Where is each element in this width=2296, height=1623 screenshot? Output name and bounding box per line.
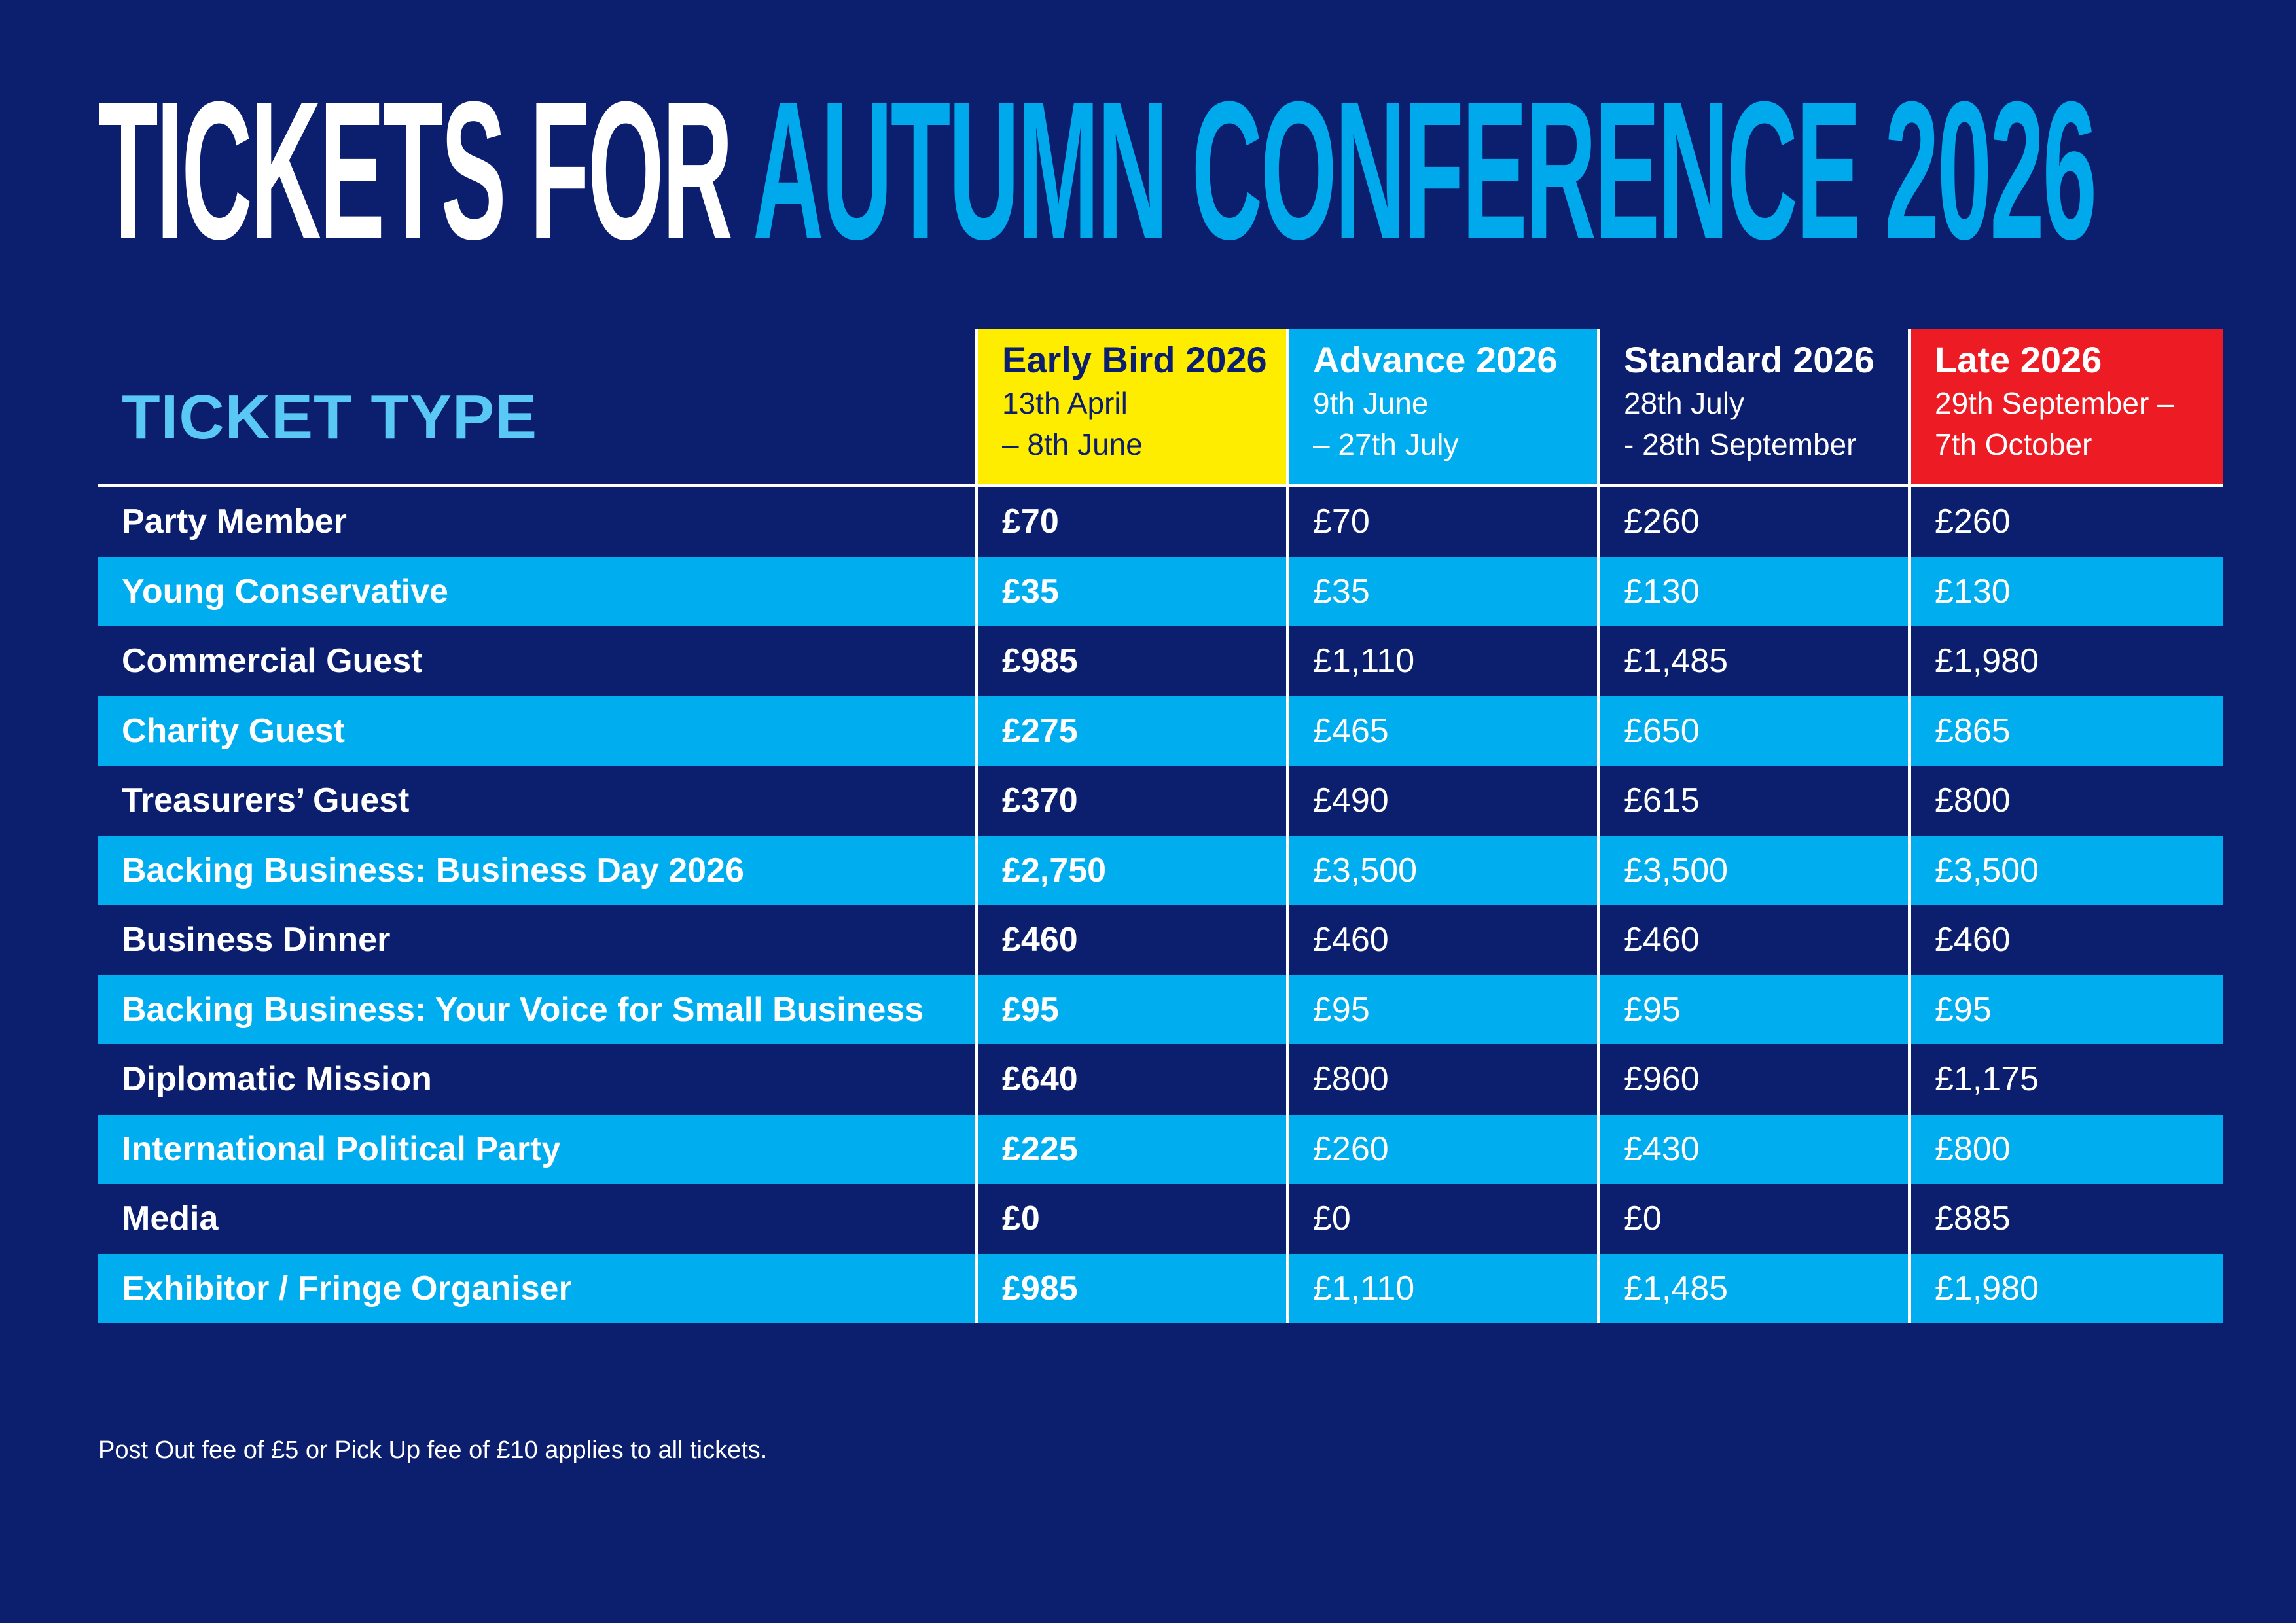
price-cell: £95 xyxy=(975,974,1286,1044)
column-date-line: - 28th September xyxy=(1624,427,1857,461)
ticket-price-table: TICKET TYPE Early Bird 2026 13th April – 8… xyxy=(98,329,2223,1323)
column-date-line: 9th June xyxy=(1313,386,1429,420)
price-cell: £1,485 xyxy=(1597,1253,1908,1323)
price-cell: £0 xyxy=(975,1184,1286,1254)
table-row: Backing Business: Business Day 2026 £2,75… xyxy=(98,835,2223,905)
price-cell: £800 xyxy=(1908,766,2223,836)
price-cell: £1,110 xyxy=(1286,626,1597,696)
column-date-line: 29th September – xyxy=(1935,386,2174,420)
price-cell: £35 xyxy=(1286,556,1597,626)
table-row: Backing Business: Your Voice for Small B… xyxy=(98,974,2223,1044)
price-cell: £1,175 xyxy=(1908,1044,2223,1115)
column-header-2: Standard 2026 28th July - 28th September xyxy=(1597,329,1908,484)
price-cell: £985 xyxy=(975,626,1286,696)
column-date-line: 7th October xyxy=(1935,427,2092,461)
title-part-blue: AUTUMN CONFERENCE 2026 xyxy=(753,60,2097,280)
price-cell: £130 xyxy=(1908,556,2223,626)
price-cell: £70 xyxy=(975,487,1286,557)
ticket-type-label: Treasurers’ Guest xyxy=(122,781,410,819)
ticket-type-label: Backing Business: Business Day 2026 xyxy=(122,851,744,889)
price-cell: £95 xyxy=(1908,974,2223,1044)
column-dates: 28th July - 28th September xyxy=(1624,383,1908,465)
ticket-type-label: Diplomatic Mission xyxy=(122,1060,432,1098)
column-dates: 29th September – 7th October xyxy=(1935,383,2223,465)
column-header-3: Late 2026 29th September – 7th October xyxy=(1908,329,2223,484)
column-title: Standard 2026 xyxy=(1624,339,1874,380)
price-cell: £0 xyxy=(1597,1184,1908,1254)
price-cell: £260 xyxy=(1286,1114,1597,1184)
price-cell: £865 xyxy=(1908,696,2223,766)
table-row: Exhibitor / Fringe Organiser £985 £1,110 £1… xyxy=(98,1253,2223,1323)
price-cell: £430 xyxy=(1597,1114,1908,1184)
column-date-line: 28th July xyxy=(1624,386,1745,420)
price-cell: £0 xyxy=(1286,1184,1597,1254)
column-date-line: 13th April xyxy=(1002,386,1128,420)
table-row: Diplomatic Mission £640 £800 £960 £1,175 xyxy=(98,1044,2223,1115)
column-dates: 9th June – 27th July xyxy=(1313,383,1597,465)
ticket-type-label: Commercial Guest xyxy=(122,642,423,680)
price-cell: £70 xyxy=(1286,487,1597,557)
ticket-type-label: Charity Guest xyxy=(122,711,345,750)
price-cell: £960 xyxy=(1597,1044,1908,1115)
page-title: TICKETS FOR AUTUMN CONFERENCE 2026 xyxy=(98,72,2097,268)
price-cell: £650 xyxy=(1597,696,1908,766)
price-cell: £260 xyxy=(1597,487,1908,557)
column-date-line: – 27th July xyxy=(1313,427,1459,461)
price-cell: £1,110 xyxy=(1286,1253,1597,1323)
price-cell: £95 xyxy=(1597,974,1908,1044)
table-row: Party Member £70 £70 £260 £260 xyxy=(98,487,2223,557)
ticket-type-label: Party Member xyxy=(122,503,347,541)
price-cell: £3,500 xyxy=(1597,835,1908,905)
column-header-0: Early Bird 2026 13th April – 8th June xyxy=(975,329,1286,484)
table-row: Treasurers’ Guest £370 £490 £615 £800 xyxy=(98,766,2223,836)
ticket-type-header: TICKET TYPE xyxy=(122,382,538,452)
price-cell: £3,500 xyxy=(1908,835,2223,905)
price-cell: £460 xyxy=(1597,905,1908,975)
table-row: Young Conservative £35 £35 £130 £130 xyxy=(98,556,2223,626)
table-row: Business Dinner £460 £460 £460 £460 xyxy=(98,905,2223,975)
ticket-type-label: Exhibitor / Fringe Organiser xyxy=(122,1269,572,1308)
table-header: TICKET TYPE Early Bird 2026 13th April – 8… xyxy=(98,329,2223,487)
ticket-type-label: Business Dinner xyxy=(122,921,391,959)
price-cell: £985 xyxy=(975,1253,1286,1323)
title-part-white: TICKETS FOR xyxy=(98,60,753,280)
column-title: Late 2026 xyxy=(1935,339,2102,380)
price-cell: £130 xyxy=(1597,556,1908,626)
price-cell: £95 xyxy=(1286,974,1597,1044)
price-cell: £1,980 xyxy=(1908,1253,2223,1323)
price-cell: £460 xyxy=(1286,905,1597,975)
table-row: Media £0 £0 £0 £885 xyxy=(98,1184,2223,1254)
price-cell: £1,485 xyxy=(1597,626,1908,696)
price-cell: £885 xyxy=(1908,1184,2223,1254)
price-cell: £800 xyxy=(1908,1114,2223,1184)
price-cell: £275 xyxy=(975,696,1286,766)
price-cell: £460 xyxy=(1908,905,2223,975)
price-cell: £225 xyxy=(975,1114,1286,1184)
footnote: Post Out fee of £5 or Pick Up fee of £10… xyxy=(98,1436,768,1464)
price-cell: £2,750 xyxy=(975,835,1286,905)
price-cell: £640 xyxy=(975,1044,1286,1115)
price-cell: £465 xyxy=(1286,696,1597,766)
column-header-1: Advance 2026 9th June – 27th July xyxy=(1286,329,1597,484)
price-cell: £370 xyxy=(975,766,1286,836)
price-cell: £615 xyxy=(1597,766,1908,836)
ticket-type-label: International Political Party xyxy=(122,1130,561,1168)
column-title: Advance 2026 xyxy=(1313,339,1558,380)
ticket-type-label: Media xyxy=(122,1200,219,1238)
price-cell: £460 xyxy=(975,905,1286,975)
ticket-type-label: Backing Business: Your Voice for Small B… xyxy=(122,990,924,1029)
table-row: International Political Party £225 £260 £43… xyxy=(98,1114,2223,1184)
table-row: Charity Guest £275 £465 £650 £865 xyxy=(98,696,2223,766)
price-cell: £260 xyxy=(1908,487,2223,557)
table-row: Commercial Guest £985 £1,110 £1,485 £1,980 xyxy=(98,626,2223,696)
price-cell: £490 xyxy=(1286,766,1597,836)
column-dates: 13th April – 8th June xyxy=(1002,383,1286,465)
column-date-line: – 8th June xyxy=(1002,427,1143,461)
price-cell: £35 xyxy=(975,556,1286,626)
ticket-type-label: Young Conservative xyxy=(122,572,448,611)
price-cell: £1,980 xyxy=(1908,626,2223,696)
price-cell: £3,500 xyxy=(1286,835,1597,905)
column-title: Early Bird 2026 xyxy=(1002,339,1267,380)
price-cell: £800 xyxy=(1286,1044,1597,1115)
